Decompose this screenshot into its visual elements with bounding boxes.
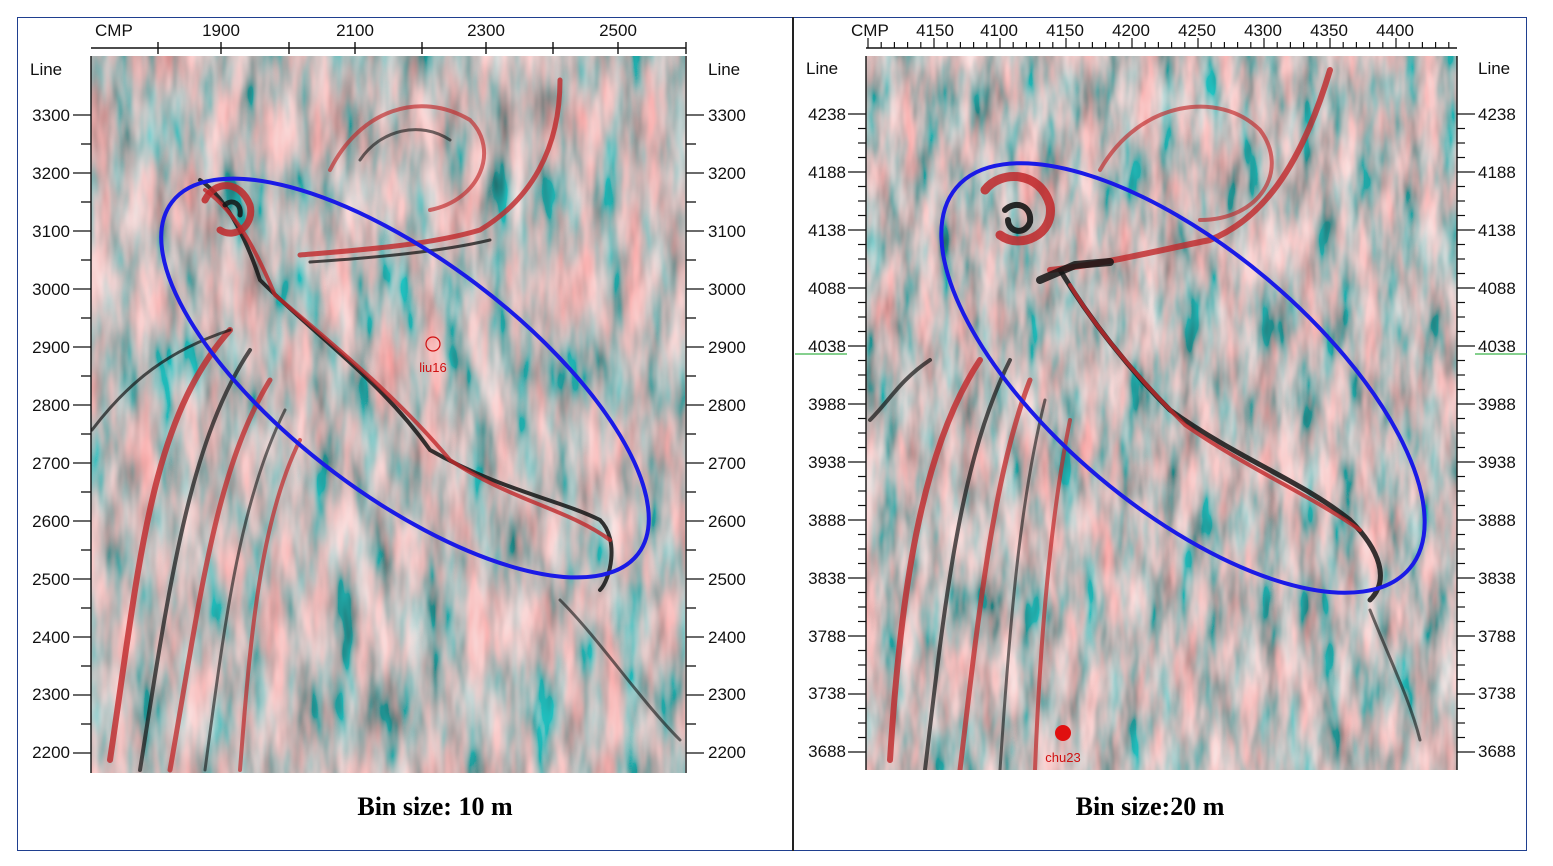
right-line-tick: 3988 bbox=[808, 395, 846, 414]
left-highlight-ellipse bbox=[159, 176, 651, 580]
left-line-tick: 3000 bbox=[32, 280, 70, 299]
right-cmp-tick: 4350 bbox=[1310, 21, 1348, 40]
right-line-tick-right: 4088 bbox=[1478, 279, 1516, 298]
right-line-tick: 3938 bbox=[808, 453, 846, 472]
left-line-tick-right: 2800 bbox=[708, 396, 746, 415]
right-well-label: chu23 bbox=[1045, 750, 1080, 765]
right-tick-marks bbox=[848, 38, 1475, 753]
left-cmp-tick: 2300 bbox=[467, 21, 505, 40]
right-cmp-label: CMP bbox=[851, 21, 889, 40]
panel-divider bbox=[792, 17, 794, 851]
left-line-tick-right: 2500 bbox=[708, 570, 746, 589]
left-line-tick-right: 2300 bbox=[708, 685, 746, 704]
right-well-marker: chu23 bbox=[1045, 725, 1081, 765]
right-cmp-tick: 4300 bbox=[1244, 21, 1282, 40]
right-line-tick: 3838 bbox=[808, 569, 846, 588]
right-line-tick: 4088 bbox=[808, 279, 846, 298]
right-line-tick: 3688 bbox=[808, 742, 846, 761]
right-cmp-tick: 4150 bbox=[1046, 21, 1084, 40]
figure-frame bbox=[17, 17, 1527, 851]
left-cmp-tick: 2100 bbox=[336, 21, 374, 40]
right-cmp-tick: 4250 bbox=[1178, 21, 1216, 40]
left-axes bbox=[90, 42, 687, 773]
right-line-tick-right: 3838 bbox=[1478, 569, 1516, 588]
left-well-label: liu16 bbox=[419, 360, 446, 375]
left-caption: Bin size: 10 m bbox=[357, 792, 513, 821]
right-line-tick-right: 3938 bbox=[1478, 453, 1516, 472]
right-seismic-image bbox=[866, 56, 1457, 770]
left-line-tick-right: 2400 bbox=[708, 628, 746, 647]
right-cmp-tick: 4400 bbox=[1376, 21, 1414, 40]
right-cmp-tick: 4150 bbox=[916, 21, 954, 40]
left-line-tick: 2800 bbox=[32, 396, 70, 415]
left-line-tick: 3200 bbox=[32, 164, 70, 183]
right-line-tick-right: 3688 bbox=[1478, 742, 1516, 761]
right-line-tick-right: 3738 bbox=[1478, 684, 1516, 703]
right-line-tick: 4138 bbox=[808, 221, 846, 240]
right-line-tick-right: 4188 bbox=[1478, 163, 1516, 182]
left-line-tick-right: 3000 bbox=[708, 280, 746, 299]
right-cmp-tick: 4200 bbox=[1112, 21, 1150, 40]
left-line-tick: 3300 bbox=[32, 106, 70, 125]
left-line-tick-right: 3100 bbox=[708, 222, 746, 241]
right-line-tick: 3738 bbox=[808, 684, 846, 703]
right-caption: Bin size:20 m bbox=[1076, 792, 1225, 821]
left-line-tick-right: 2600 bbox=[708, 512, 746, 531]
right-line-tick: 4038 bbox=[808, 337, 846, 356]
left-line-ticks-left: 3300 3200 3100 3000 2900 2800 2700 2600 … bbox=[32, 106, 70, 762]
right-line-tick: 4238 bbox=[808, 105, 846, 124]
left-line-tick: 3100 bbox=[32, 222, 70, 241]
right-line-tick-right: 3788 bbox=[1478, 627, 1516, 646]
right-line-tick-right: 4038 bbox=[1478, 337, 1516, 356]
left-line-tick-right: 2200 bbox=[708, 743, 746, 762]
right-line-tick: 3888 bbox=[808, 511, 846, 530]
left-line-tick: 2900 bbox=[32, 338, 70, 357]
right-line-tick-right: 4238 bbox=[1478, 105, 1516, 124]
left-cmp-tick: 2500 bbox=[599, 21, 637, 40]
right-line-tick: 4188 bbox=[808, 163, 846, 182]
left-line-tick-right: 3300 bbox=[708, 106, 746, 125]
left-cmp-tick: 1900 bbox=[202, 21, 240, 40]
left-line-tick: 2500 bbox=[32, 570, 70, 589]
left-cmp-label: CMP bbox=[95, 21, 133, 40]
left-line-label-right: Line bbox=[708, 60, 740, 79]
left-tick-marks bbox=[73, 114, 704, 754]
left-well-marker: liu16 bbox=[419, 336, 447, 375]
left-line-tick: 2700 bbox=[32, 454, 70, 473]
left-line-tick: 2300 bbox=[32, 685, 70, 704]
right-line-label-right: Line bbox=[1478, 59, 1510, 78]
left-line-tick: 2200 bbox=[32, 743, 70, 762]
right-panel: CMP 4150 4100 4150 4200 4250 4300 4350 4… bbox=[795, 21, 1527, 821]
left-line-tick-right: 3200 bbox=[708, 164, 746, 183]
right-line-tick-right: 4138 bbox=[1478, 221, 1516, 240]
left-seismic-image bbox=[91, 56, 685, 773]
right-line-tick-right: 3888 bbox=[1478, 511, 1516, 530]
right-line-tick-right: 3988 bbox=[1478, 395, 1516, 414]
left-line-ticks-right: 3300 3200 3100 3000 2900 2800 2700 2600 … bbox=[708, 106, 746, 762]
left-line-tick-right: 2700 bbox=[708, 454, 746, 473]
left-line-label-left: Line bbox=[30, 60, 62, 79]
left-line-tick: 2400 bbox=[32, 628, 70, 647]
right-line-tick: 3788 bbox=[808, 627, 846, 646]
left-panel: CMP 1900 2100 2300 2500 Line Line 3300 3… bbox=[30, 21, 746, 821]
right-line-label-left: Line bbox=[806, 59, 838, 78]
left-line-tick-right: 2900 bbox=[708, 338, 746, 357]
right-highlight-ellipse bbox=[939, 161, 1427, 595]
right-cmp-tick: 4100 bbox=[980, 21, 1018, 40]
right-line-ticks-left: 4238 4188 4138 4088 4038 3988 3938 3888 … bbox=[808, 105, 846, 761]
right-line-ticks-right: 4238 4188 4138 4088 4038 3988 3938 3888 … bbox=[1478, 105, 1516, 761]
left-line-tick: 2600 bbox=[32, 512, 70, 531]
